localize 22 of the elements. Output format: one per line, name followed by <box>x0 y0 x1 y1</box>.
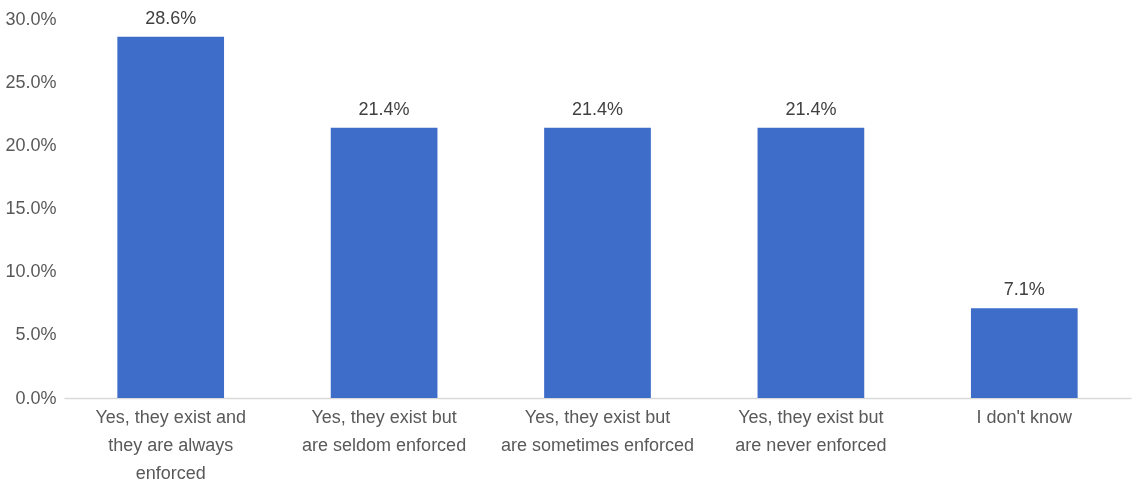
y-tick-label: 25.0% <box>5 71 57 92</box>
data-label: 21.4% <box>785 98 837 119</box>
data-label: 21.4% <box>358 98 410 119</box>
x-tick-label: Yes, they exist but are never enforced <box>735 406 887 455</box>
y-tick-label: 20.0% <box>5 134 57 155</box>
data-label: 28.6% <box>145 7 197 28</box>
y-tick-label: 15.0% <box>5 198 57 218</box>
data-label: 7.1% <box>1003 279 1045 300</box>
bar <box>757 127 865 398</box>
x-tick-label: Yes, they exist but are seldom enforced <box>302 406 467 455</box>
y-tick-label: 0.0% <box>15 387 57 408</box>
x-tick-label: I don't know <box>976 406 1074 427</box>
y-tick-label: 5.0% <box>15 324 57 345</box>
x-tick-label: Yes, they exist but are sometimes enforced <box>500 406 695 455</box>
y-tick-label: 10.0% <box>5 261 57 282</box>
x-tick-label: Yes, they exist and they are always enforced <box>95 406 246 483</box>
bar <box>544 127 651 398</box>
bar <box>330 127 438 398</box>
data-label: 21.4% <box>571 98 624 119</box>
bar <box>117 36 225 398</box>
y-tick-label: 30.0% <box>5 8 57 29</box>
bar <box>970 308 1078 398</box>
